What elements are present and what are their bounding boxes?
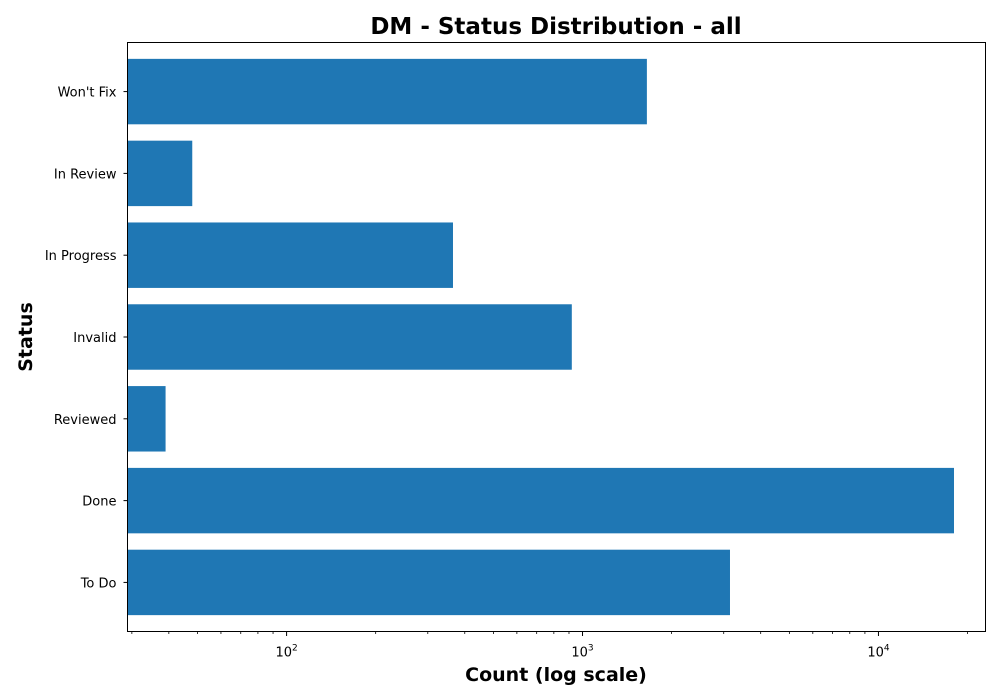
- bars-group: [127, 58, 954, 616]
- bar-in-progress: [127, 222, 453, 288]
- bar-done: [127, 467, 954, 534]
- y-axis-ticks: To Do Done Reviewed Invalid In Progress In Re…: [45, 86, 128, 591]
- x-tick-label-10000: 104: [867, 644, 890, 661]
- y-tick-label-won-t-fix: Won't Fix: [58, 86, 117, 101]
- y-tick-label-reviewed: Reviewed: [54, 413, 117, 428]
- bar-to-do: [127, 549, 730, 616]
- chart-title: DM - Status Distribution - all: [370, 14, 741, 40]
- x-tick-label-1000: 103: [571, 644, 593, 661]
- bar-won-t-fix: [127, 58, 647, 125]
- x-axis-ticks: 102 103 104: [131, 631, 968, 661]
- bar-in-review: [127, 140, 193, 207]
- y-axis-label: Status: [15, 302, 37, 372]
- y-tick-label-done: Done: [82, 495, 116, 510]
- bar-invalid: [127, 304, 572, 370]
- x-tick-label-100: 102: [275, 644, 297, 661]
- bar-reviewed: [127, 386, 166, 452]
- y-tick-label-in-review: In Review: [54, 167, 117, 182]
- x-axis-label: Count (log scale): [465, 664, 647, 686]
- y-tick-label-in-progress: In Progress: [45, 249, 117, 264]
- y-tick-label-invalid: Invalid: [73, 331, 116, 346]
- y-tick-label-to-do: To Do: [80, 576, 117, 591]
